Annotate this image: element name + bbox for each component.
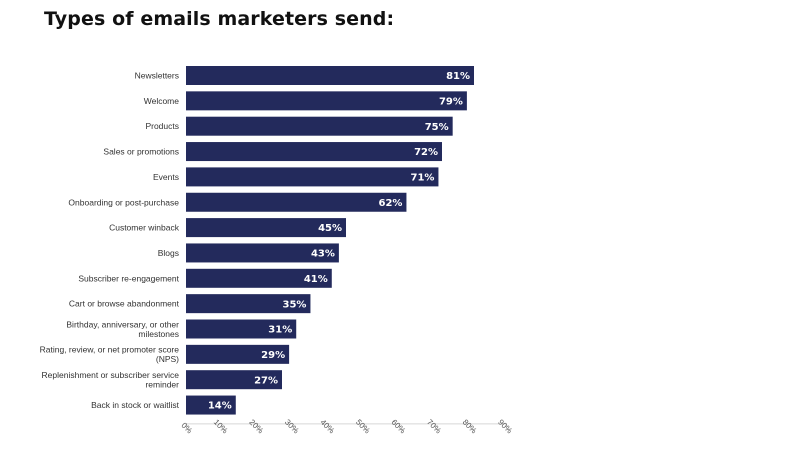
bar-4 [186, 142, 442, 162]
bar-12 [186, 344, 290, 364]
bar-1 [186, 66, 474, 85]
value-label-2: 79% [439, 96, 463, 107]
bar-7 [186, 218, 346, 238]
value-label-3: 75% [425, 122, 449, 133]
x-tick-label-5: 40% [318, 418, 336, 436]
bar-13 [186, 370, 282, 390]
x-tick-label-9: 80% [461, 418, 479, 436]
category-label-12: Rating, review, or net promoter score (NP… [40, 345, 180, 365]
category-label-13: Replenishment or subscriber service remin… [42, 370, 180, 390]
category-label-6: Onboarding or post-purchase [68, 197, 179, 207]
category-label-7: Customer winback [109, 223, 180, 233]
x-tick-label-10: 90% [496, 418, 514, 436]
bar-8 [186, 243, 339, 263]
category-label-5: Events [153, 172, 179, 182]
value-label-1: 81% [446, 71, 470, 82]
chart-title: Types of emails marketers send: [44, 8, 395, 30]
x-tick-label-4: 30% [283, 418, 301, 436]
x-tick-label-3: 20% [247, 418, 265, 436]
category-label-3: Products [145, 121, 179, 131]
bar-3 [186, 116, 453, 136]
x-axis: 0% 10% 20% 30% 40% 50% 60% 70% 80% 90% [179, 418, 514, 436]
category-label-1: Newsletters [135, 71, 179, 81]
category-label-10: Cart or browse abandonment [69, 299, 180, 309]
value-label-12: 29% [261, 350, 285, 361]
category-label-2: Welcome [144, 96, 180, 106]
x-tick-label-1: 0% [179, 421, 194, 436]
x-tick-label-7: 60% [390, 418, 408, 436]
category-label-8: Blogs [158, 248, 179, 258]
category-label-9: Subscriber re-engagement [78, 273, 179, 283]
bar-6 [186, 192, 407, 212]
bars-layer: 81% Newsletters 79% Welcome 75% Products 72% Sa… [40, 66, 474, 415]
value-label-9: 41% [304, 274, 328, 285]
category-label-4: Sales or promotions [103, 147, 179, 157]
value-label-6: 62% [379, 198, 403, 209]
value-label-7: 45% [318, 223, 342, 234]
category-label-14: Back in stock or waitlist [91, 400, 179, 410]
category-label-11: Birthday, anniversary, or other milestone… [66, 319, 179, 339]
value-label-14: 14% [208, 401, 232, 412]
value-label-8: 43% [311, 249, 335, 260]
x-tick-label-6: 50% [354, 418, 372, 436]
bar-11 [186, 319, 297, 339]
bar-2 [186, 91, 467, 111]
value-label-13: 27% [254, 375, 278, 386]
value-label-11: 31% [268, 325, 292, 336]
x-tick-label-2: 10% [212, 418, 230, 436]
bar-14 [186, 395, 236, 415]
x-tick-label-8: 70% [425, 418, 443, 436]
bar-5 [186, 167, 439, 187]
value-label-4: 72% [414, 147, 438, 158]
value-label-10: 35% [283, 299, 307, 310]
bar-9 [186, 268, 332, 288]
bar-10 [186, 294, 311, 314]
value-label-5: 71% [411, 173, 435, 184]
